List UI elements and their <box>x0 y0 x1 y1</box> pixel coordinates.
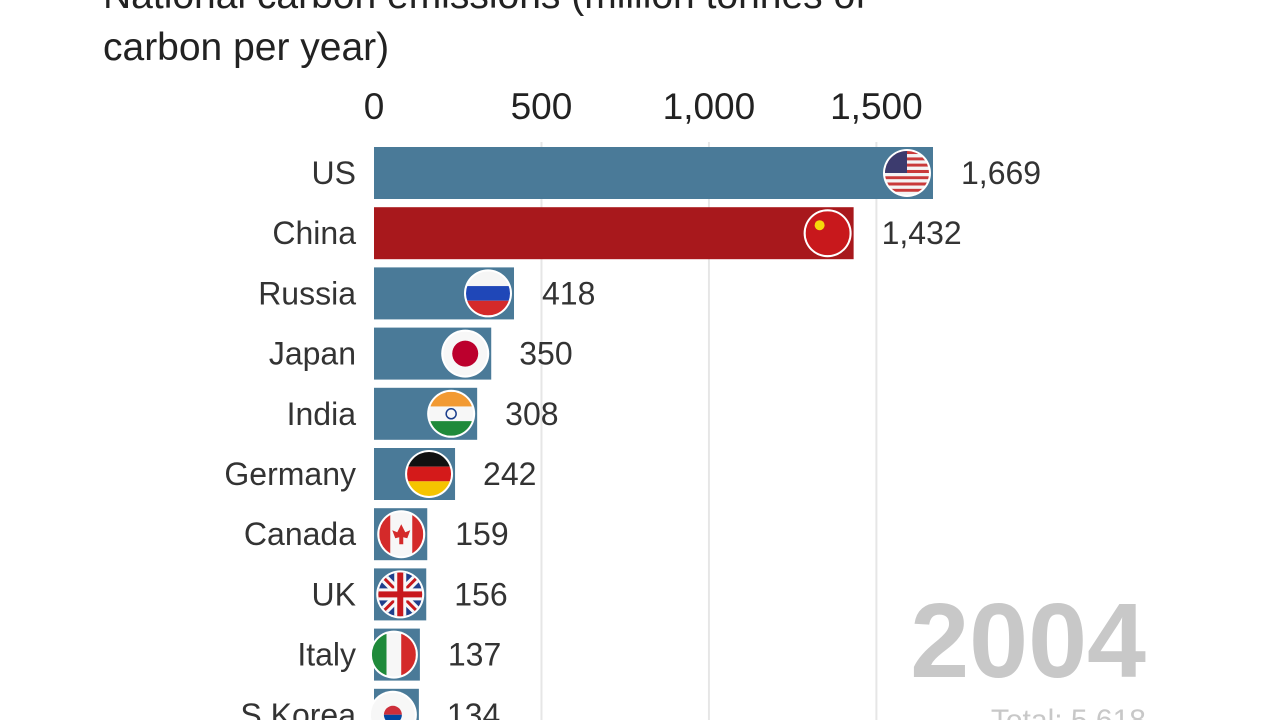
value-label: 1,432 <box>882 215 962 251</box>
bar-row: India 308 <box>287 387 559 440</box>
value-label: 1,669 <box>961 155 1041 191</box>
value-label: 350 <box>519 336 572 372</box>
category-label: Germany <box>224 456 356 492</box>
bar-row: Russia 418 <box>258 267 595 320</box>
category-label: S Korea <box>240 697 356 720</box>
bar-row: US 1,669 <box>312 147 1041 199</box>
bar <box>374 147 933 199</box>
category-label: China <box>272 215 356 251</box>
x-tick-label: 1,000 <box>663 86 756 127</box>
china-flag-icon <box>803 209 852 258</box>
bars: US 1,669 China 1,432 Russia 418 Japan 350 India 3… <box>224 147 1041 720</box>
year-overlay: 2004 Total: 5,618 <box>910 582 1146 720</box>
category-label: Canada <box>244 516 356 552</box>
bar-row: Japan 350 <box>269 327 573 380</box>
bar <box>374 207 854 260</box>
germany-flag-icon <box>405 450 454 498</box>
bar-row: Germany 242 <box>224 448 536 500</box>
bar-row: China 1,432 <box>272 207 962 260</box>
bar-row: Canada 159 <box>244 508 509 561</box>
s-korea-flag-icon <box>368 690 417 720</box>
category-label: UK <box>312 576 356 612</box>
india-flag-icon <box>427 389 476 438</box>
chart-title-line-2: carbon per year) <box>103 26 390 69</box>
year-label: 2004 <box>910 582 1146 700</box>
value-label: 156 <box>454 576 507 612</box>
chart-title: National carbon emissions (million tonne… <box>103 0 866 74</box>
value-label: 134 <box>447 697 500 720</box>
value-label: 137 <box>448 637 501 673</box>
category-label: Italy <box>297 637 356 673</box>
category-label: US <box>312 155 356 191</box>
value-label: 308 <box>505 396 558 432</box>
uk-flag-icon <box>376 570 425 619</box>
value-label: 159 <box>455 516 508 552</box>
value-label: 242 <box>483 456 536 492</box>
japan-flag-icon <box>441 329 490 378</box>
russia-flag-icon <box>464 269 513 318</box>
category-label: Russia <box>258 275 356 311</box>
x-axis-ticks: 0 500 1,000 1,500 <box>364 86 923 127</box>
us-flag-icon <box>883 149 931 197</box>
bar-row: UK 156 <box>312 568 508 621</box>
category-label: Japan <box>269 336 356 372</box>
italy-flag-icon <box>369 630 418 679</box>
chart-title-line-1: National carbon emissions (million tonne… <box>103 0 866 22</box>
x-tick-label: 0 <box>364 86 385 127</box>
canada-flag-icon <box>377 510 426 559</box>
bar-row: Italy 137 <box>297 628 501 681</box>
category-label: India <box>287 396 357 432</box>
total-label: Total: 5,618 <box>991 704 1146 720</box>
value-label: 418 <box>542 275 595 311</box>
x-tick-label: 1,500 <box>830 86 923 127</box>
bar-row: S Korea 134 <box>240 688 500 720</box>
x-tick-label: 500 <box>511 86 573 127</box>
